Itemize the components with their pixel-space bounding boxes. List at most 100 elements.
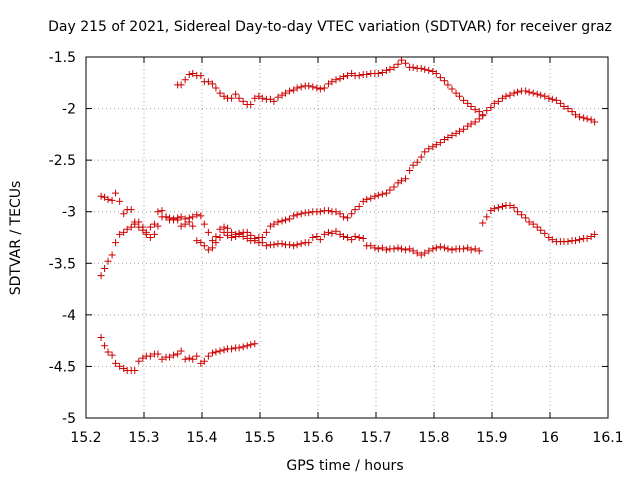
- data-point: [568, 108, 576, 116]
- data-point: [367, 194, 375, 202]
- data-point: [320, 84, 328, 92]
- data-point: [185, 71, 193, 79]
- data-point: [305, 239, 313, 247]
- data-point: [467, 103, 475, 111]
- data-point: [150, 220, 158, 228]
- x-tick-label: 16.1: [592, 430, 623, 446]
- data-point: [378, 68, 386, 76]
- data-point: [402, 59, 410, 67]
- data-point: [131, 218, 139, 226]
- data-point: [112, 239, 120, 247]
- data-point: [409, 247, 417, 255]
- data-point: [224, 224, 232, 232]
- grid-lines: [86, 57, 608, 418]
- data-point: [479, 219, 487, 227]
- data-point: [108, 196, 116, 204]
- data-point: [440, 77, 448, 85]
- data-point: [471, 245, 479, 253]
- data-point: [483, 107, 491, 115]
- data-point: [212, 348, 220, 356]
- x-tick-label: 15.4: [186, 430, 217, 446]
- data-point: [344, 234, 352, 241]
- data-point: [251, 340, 259, 348]
- data-point: [189, 70, 197, 78]
- data-point: [239, 97, 247, 105]
- data-point: [348, 236, 356, 244]
- data-point: [185, 354, 193, 362]
- data-point: [398, 177, 406, 185]
- data-point: [251, 94, 259, 102]
- data-point: [247, 100, 255, 108]
- data-point: [274, 218, 282, 226]
- data-point: [208, 80, 216, 88]
- data-point: [425, 145, 433, 153]
- data-point: [332, 208, 340, 216]
- data-point: [262, 228, 270, 236]
- data-point: [270, 97, 278, 105]
- data-point: [200, 242, 208, 250]
- data-point: [475, 108, 483, 116]
- data-point: [514, 208, 522, 216]
- data-point: [228, 94, 236, 102]
- data-point: [382, 246, 390, 254]
- data-point: [452, 89, 460, 97]
- data-point: [97, 334, 105, 342]
- data-point: [417, 153, 425, 161]
- data-point: [278, 217, 286, 225]
- data-point: [432, 70, 440, 78]
- data-point: [258, 239, 266, 247]
- data-point: [340, 73, 348, 81]
- data-point: [235, 344, 243, 352]
- data-point: [309, 234, 317, 241]
- data-point: [378, 190, 386, 198]
- data-point: [402, 175, 410, 183]
- data-point: [154, 350, 162, 358]
- data-point: [444, 81, 452, 89]
- data-point: [324, 228, 332, 236]
- data-point: [448, 85, 456, 93]
- data-point: [228, 234, 236, 241]
- data-point: [220, 346, 228, 354]
- data-point: [174, 350, 182, 358]
- data-point: [506, 202, 514, 210]
- data-point: [386, 65, 394, 73]
- data-point: [297, 210, 305, 218]
- data-point: [382, 66, 390, 74]
- y-tick-label: -4.5: [49, 359, 76, 375]
- data-point: [278, 240, 286, 248]
- data-point: [270, 220, 278, 228]
- data-point: [293, 211, 301, 219]
- data-point: [398, 245, 406, 253]
- data-point: [235, 230, 243, 238]
- data-point: [108, 251, 116, 259]
- data-point: [212, 84, 220, 92]
- data-point: [572, 237, 580, 245]
- data-point: [212, 239, 220, 247]
- data-point: [336, 210, 344, 218]
- data-point: [483, 213, 491, 221]
- data-point: [537, 226, 545, 234]
- data-point: [150, 230, 158, 238]
- data-point: [340, 213, 348, 221]
- data-point: [232, 90, 240, 98]
- data-point: [464, 99, 472, 107]
- data-point: [177, 213, 185, 221]
- data-point: [251, 235, 259, 243]
- data-point: [525, 88, 533, 96]
- data-point: [112, 359, 120, 367]
- data-point: [522, 214, 530, 222]
- data-point: [518, 211, 526, 219]
- data-point: [189, 222, 197, 230]
- data-point: [514, 88, 522, 96]
- data-point: [208, 349, 216, 357]
- data-point: [421, 148, 429, 156]
- data-point: [332, 227, 340, 235]
- data-point: [328, 78, 336, 86]
- data-point: [564, 238, 572, 246]
- data-point: [494, 97, 502, 105]
- data-point: [432, 244, 440, 252]
- data-point: [220, 228, 228, 236]
- data-point: [216, 89, 224, 97]
- x-tick-label: 15.2: [70, 430, 101, 446]
